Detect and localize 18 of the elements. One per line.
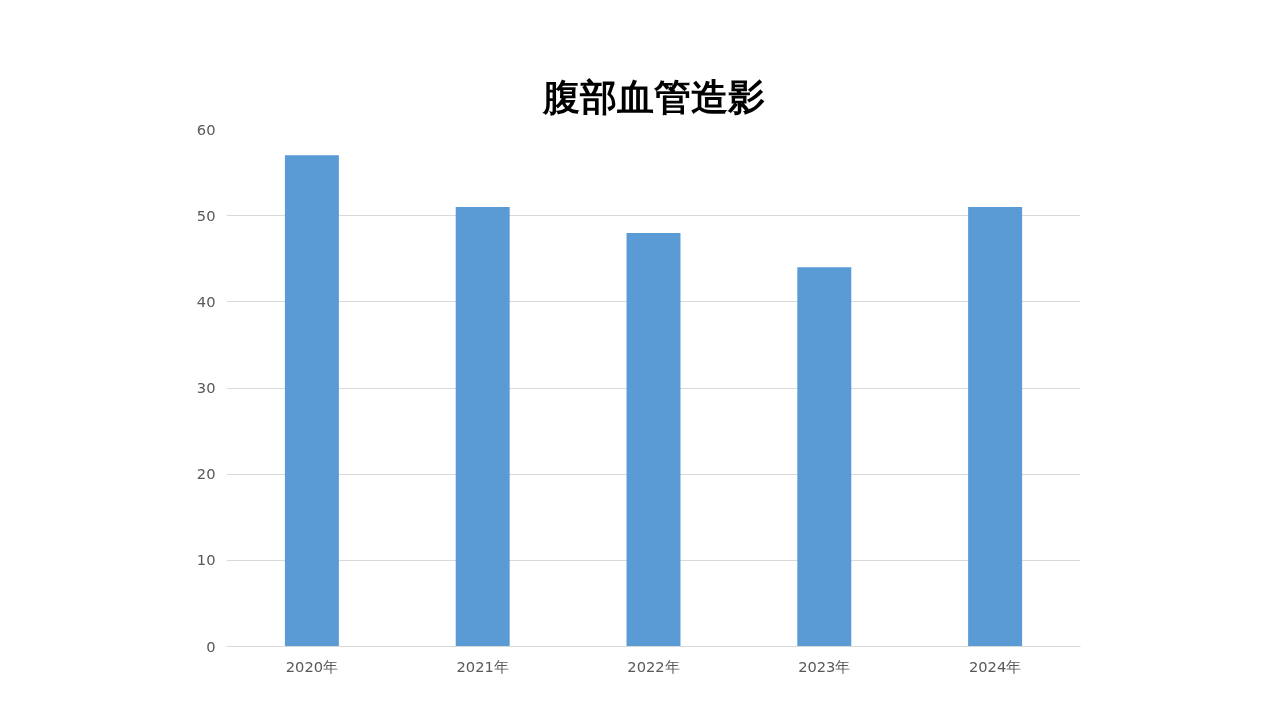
- x-tick-label: 2020年: [285, 657, 339, 675]
- chart-title: 腹部血管造影: [541, 74, 765, 119]
- bar: [284, 155, 339, 647]
- y-tick-label: 40: [196, 292, 216, 310]
- y-tick-label: 10: [196, 551, 216, 569]
- y-tick-label: 0: [206, 637, 216, 655]
- bar: [455, 207, 510, 647]
- y-tick-label: 50: [196, 206, 216, 224]
- bar: [626, 232, 681, 647]
- x-tick-label: 2022年: [627, 657, 680, 675]
- bar: [968, 207, 1023, 647]
- x-tick-label: 2021年: [456, 657, 509, 675]
- x-tick-label: 2023年: [798, 657, 851, 675]
- bar: [797, 267, 852, 647]
- y-tick-label: 30: [196, 379, 216, 396]
- y-tick-label: 20: [196, 465, 216, 483]
- x-tick-label: 2024年: [968, 657, 1022, 675]
- y-tick-label: 60: [196, 120, 216, 138]
